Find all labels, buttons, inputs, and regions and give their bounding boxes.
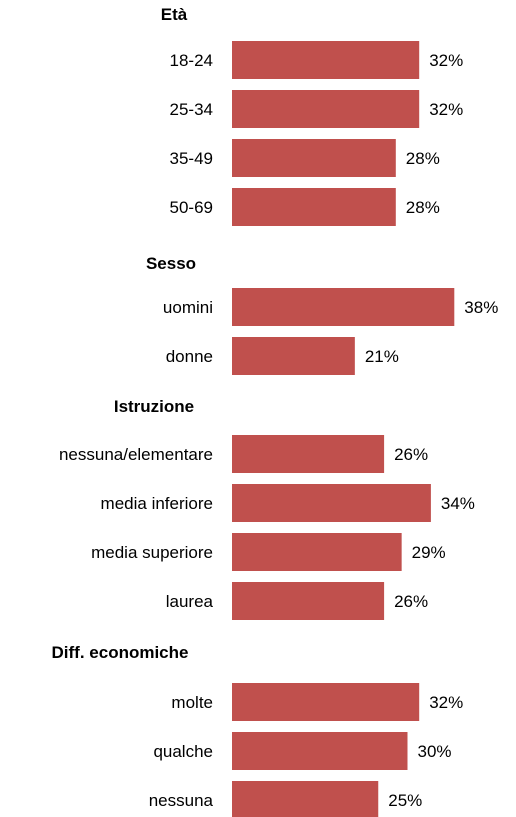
value-label-25-34: 32% [429, 100, 463, 119]
value-label-nessuna: 25% [388, 791, 422, 810]
value-label-molte: 32% [429, 693, 463, 712]
group-title-et: Età [161, 5, 188, 24]
value-label-uomini: 38% [464, 298, 498, 317]
bar-istruzione-laurea [232, 582, 385, 620]
bar-et-18-24 [232, 41, 420, 79]
category-label-50-69: 50-69 [170, 198, 213, 217]
category-label-qualche: qualche [153, 742, 213, 761]
category-label-nessuna-elementare: nessuna/elementare [59, 445, 213, 464]
category-label-18-24: 18-24 [170, 51, 213, 70]
value-label-donne: 21% [365, 347, 399, 366]
bar-istruzione-media-inferiore [232, 484, 431, 522]
bar-diff-economiche-qualche [232, 732, 408, 770]
category-label-25-34: 25-34 [170, 100, 213, 119]
bar-et-25-34 [232, 90, 420, 128]
category-label-media-superiore: media superiore [91, 543, 213, 562]
group-title-istruzione: Istruzione [114, 397, 194, 416]
bar-sesso-donne [232, 337, 355, 375]
group-title-sesso: Sesso [146, 254, 196, 273]
category-label-donne: donne [166, 347, 213, 366]
value-label-50-69: 28% [406, 198, 440, 217]
category-label-35-49: 35-49 [170, 149, 213, 168]
value-label-qualche: 30% [418, 742, 452, 761]
value-label-18-24: 32% [429, 51, 463, 70]
category-label-nessuna: nessuna [149, 791, 214, 810]
bar-istruzione-media-superiore [232, 533, 402, 571]
bar-sesso-uomini [232, 288, 455, 326]
value-label-media-inferiore: 34% [441, 494, 475, 513]
bar-diff-economiche-molte [232, 683, 420, 721]
value-label-laurea: 26% [394, 592, 428, 611]
value-label-media-superiore: 29% [412, 543, 446, 562]
bar-istruzione-nessuna-elementare [232, 435, 385, 473]
category-label-uomini: uomini [163, 298, 213, 317]
value-label-35-49: 28% [406, 149, 440, 168]
value-label-nessuna-elementare: 26% [394, 445, 428, 464]
category-label-media-inferiore: media inferiore [101, 494, 213, 513]
category-label-laurea: laurea [166, 592, 214, 611]
group-title-diff-economiche: Diff. economiche [52, 643, 189, 662]
bar-et-35-49 [232, 139, 396, 177]
bar-diff-economiche-nessuna [232, 781, 379, 817]
bar-et-50-69 [232, 188, 396, 226]
category-label-molte: molte [171, 693, 213, 712]
